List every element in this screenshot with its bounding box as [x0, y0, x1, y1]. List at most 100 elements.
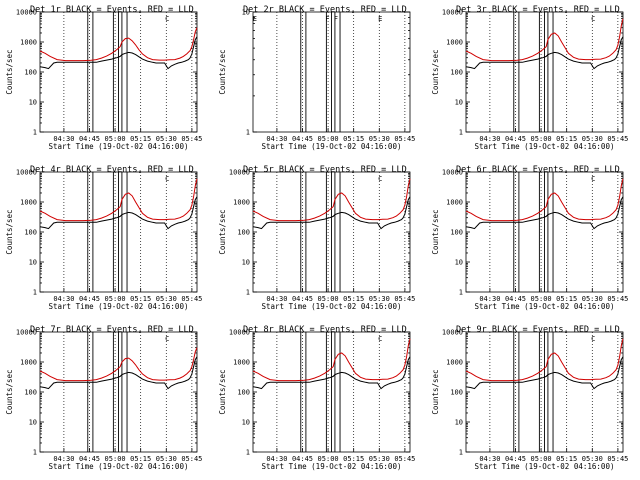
x-tick-label: 05:45 [394, 295, 415, 303]
panel-title: Det 3r BLACK = Events, RED = LLD [456, 5, 620, 15]
flag-marker: C [591, 175, 595, 183]
y-tick-label: 100 [24, 69, 37, 77]
y-tick-label: 100 [450, 69, 463, 77]
y-tick-label: 10000 [229, 329, 250, 337]
y-tick-label: 1 [459, 449, 463, 457]
x-tick-label: 05:00 [531, 455, 552, 463]
x-tick-label: 05:15 [130, 295, 151, 303]
x-tick-label: 05:00 [531, 135, 552, 143]
x-tick-label: 05:30 [156, 455, 177, 463]
x-axis-label: Start Time (19-Oct-02 04:16:00) [475, 142, 615, 151]
y-tick-label: 10 [29, 419, 37, 427]
x-axis-label: Start Time (19-Oct-02 04:16:00) [262, 302, 402, 311]
panel-title: Det 8r BLACK = Events, RED = LLD [243, 325, 407, 335]
y-tick-label: 1000 [446, 359, 463, 367]
panel-title: Det 5r BLACK = Events, RED = LLD [243, 165, 407, 175]
y-axis-label: Counts/sec [431, 369, 440, 414]
x-tick-label: 05:00 [105, 455, 126, 463]
x-axis-label: Start Time (19-Oct-02 04:16:00) [475, 302, 615, 311]
events-series-line [39, 356, 198, 390]
lld-series-line [39, 178, 198, 222]
y-tick-label: 1000 [446, 39, 463, 47]
flag-marker: C [165, 15, 169, 23]
x-tick-label: 05:30 [369, 295, 390, 303]
flag-marker: C [591, 15, 595, 23]
flag-marker: F [334, 15, 338, 23]
y-tick-label: 100 [237, 229, 250, 237]
x-tick-label: 05:00 [318, 295, 339, 303]
flag-marker: F [325, 15, 329, 23]
y-tick-label: 100 [450, 229, 463, 237]
x-tick-label: 04:30 [479, 295, 500, 303]
events-series-line [252, 356, 411, 390]
y-tick-label: 1000 [233, 199, 250, 207]
events-series-line [465, 356, 624, 390]
x-tick-label: 05:45 [394, 135, 415, 143]
flag-marker: C [165, 335, 169, 343]
y-tick-label: 10 [455, 419, 463, 427]
x-tick-label: 05:00 [318, 135, 339, 143]
x-tick-label: 05:00 [318, 455, 339, 463]
x-tick-label: 05:15 [130, 455, 151, 463]
x-tick-label: 05:00 [105, 135, 126, 143]
x-tick-label: 04:30 [479, 455, 500, 463]
x-tick-label: 05:15 [343, 295, 364, 303]
x-tick-label: 04:30 [53, 135, 74, 143]
x-axis-label: Start Time (19-Oct-02 04:16:00) [49, 302, 189, 311]
y-tick-label: 100 [24, 389, 37, 397]
x-tick-label: 05:30 [156, 135, 177, 143]
x-axis-label: Start Time (19-Oct-02 04:16:00) [49, 142, 189, 151]
y-tick-label: 10000 [442, 9, 463, 17]
x-tick-label: 05:30 [369, 455, 390, 463]
y-tick-label: 1 [33, 449, 37, 457]
y-tick-label: 100 [237, 389, 250, 397]
x-tick-label: 05:15 [130, 135, 151, 143]
x-tick-label: 04:45 [292, 455, 313, 463]
events-series-line [465, 36, 624, 70]
y-tick-label: 1000 [20, 359, 37, 367]
panel-title: Det 4r BLACK = Events, RED = LLD [30, 165, 194, 175]
y-axis-label: Counts/sec [431, 209, 440, 254]
x-axis-label: Start Time (19-Oct-02 04:16:00) [475, 462, 615, 471]
y-tick-label: 1 [459, 289, 463, 297]
events-series-line [39, 196, 198, 230]
x-axis-label: Start Time (19-Oct-02 04:16:00) [49, 462, 189, 471]
y-tick-label: 1000 [233, 359, 250, 367]
x-axis-label: Start Time (19-Oct-02 04:16:00) [262, 142, 402, 151]
y-tick-label: 1 [246, 129, 250, 137]
x-tick-label: 04:30 [266, 295, 287, 303]
x-tick-label: 04:30 [266, 455, 287, 463]
x-tick-label: 05:15 [556, 135, 577, 143]
events-series-line [252, 196, 411, 230]
x-tick-label: 05:00 [105, 295, 126, 303]
y-tick-label: 10000 [16, 169, 37, 177]
x-axis-label: Start Time (19-Oct-02 04:16:00) [262, 462, 402, 471]
y-tick-label: 10000 [442, 169, 463, 177]
x-tick-label: 05:45 [181, 135, 202, 143]
lld-series-line [465, 178, 624, 222]
flag-marker: E [378, 15, 382, 23]
y-tick-label: 10 [29, 259, 37, 267]
lld-series-line [465, 18, 624, 62]
flag-marker: C [165, 175, 169, 183]
y-tick-label: 1000 [446, 199, 463, 207]
y-tick-label: 1 [33, 129, 37, 137]
y-tick-label: 100 [24, 229, 37, 237]
panel-title: Det 6r BLACK = Events, RED = LLD [456, 165, 620, 175]
y-axis-label: Counts/sec [218, 49, 227, 94]
y-axis-label: Counts/sec [5, 209, 14, 254]
x-tick-label: 04:45 [292, 135, 313, 143]
x-tick-label: 04:45 [505, 295, 526, 303]
x-tick-label: 05:45 [181, 295, 202, 303]
lld-series-line [39, 27, 198, 62]
x-tick-label: 04:45 [505, 135, 526, 143]
flag-marker: C [378, 335, 382, 343]
x-tick-label: 05:15 [556, 295, 577, 303]
panel-title: Det 7r BLACK = Events, RED = LLD [30, 325, 194, 335]
x-tick-label: 05:45 [394, 455, 415, 463]
